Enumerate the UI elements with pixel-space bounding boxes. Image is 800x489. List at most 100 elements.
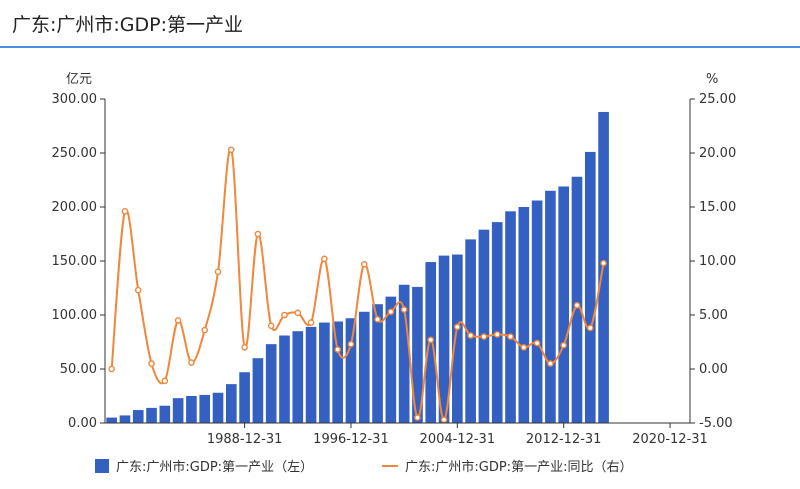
line-point (228, 146, 235, 154)
bar (452, 254, 463, 423)
bar (505, 211, 516, 423)
bar (172, 398, 184, 423)
line-point (134, 286, 142, 294)
bar (372, 304, 383, 423)
bar (265, 344, 277, 423)
right-tick-label: -5.00 (699, 416, 733, 431)
bar (292, 331, 304, 423)
line-point (148, 360, 155, 367)
title-divider (0, 46, 800, 48)
bar (225, 384, 237, 423)
bar (478, 229, 490, 423)
left-tick-label: 100.00 (52, 308, 98, 323)
bar (146, 407, 157, 423)
line-point (520, 344, 528, 351)
line-layer (108, 146, 607, 424)
line-point (427, 336, 435, 344)
bar (252, 358, 264, 423)
line-point (334, 346, 341, 353)
bar (385, 296, 397, 423)
right-tick-label: 20.00 (699, 146, 736, 161)
chart-title: 广东:广州市:GDP:第一产业 (12, 14, 244, 36)
legend-bar-swatch (95, 459, 109, 473)
bar (319, 322, 330, 423)
bar (332, 321, 343, 423)
line-point (400, 306, 408, 313)
bar (212, 392, 224, 423)
line-point (267, 322, 275, 330)
bar (358, 311, 370, 423)
line-point (347, 340, 355, 348)
left-tick-label: 200.00 (52, 200, 98, 215)
bar (119, 415, 131, 423)
bar (531, 200, 543, 423)
left-axis-unit: 亿元 (66, 72, 92, 87)
line-point (294, 309, 302, 317)
line-point (188, 359, 195, 366)
line-point (281, 311, 288, 319)
bar (159, 405, 171, 423)
line-point (108, 365, 115, 373)
bar (558, 186, 570, 423)
bar (438, 255, 450, 423)
bar (491, 222, 503, 423)
legend-bar-label: 广东:广州市:GDP:第一产业（左） (116, 459, 313, 475)
legend-line-label: 广东:广州市:GDP:第一产业:同比（右） (405, 459, 632, 475)
line-point (533, 339, 541, 347)
right-tick-label: 10.00 (699, 254, 736, 269)
line-point (374, 316, 381, 323)
bar (279, 335, 290, 423)
left-tick-label: 300.00 (52, 92, 98, 107)
bar (584, 151, 596, 424)
growth-line (110, 147, 605, 421)
line-point (121, 208, 129, 215)
line-point (161, 377, 169, 385)
x-tick-label: 2020-12-31 (632, 432, 708, 447)
left-tick-label: 50.00 (60, 362, 97, 377)
right-tick-label: 15.00 (699, 200, 736, 215)
line-point (241, 344, 248, 351)
bar (412, 286, 423, 423)
x-tick-label: 1988-12-31 (207, 432, 283, 447)
line-point (254, 230, 262, 238)
bar (305, 326, 317, 423)
bar (106, 417, 117, 423)
right-axis-unit: % (706, 72, 718, 87)
line-point (480, 333, 488, 340)
right-tick-label: 0.00 (699, 362, 728, 377)
line-point (493, 331, 501, 338)
bar (518, 207, 530, 423)
line-point (454, 323, 461, 331)
right-tick-label: 25.00 (699, 92, 736, 107)
line-point (201, 326, 209, 334)
line-point (387, 308, 395, 316)
bar (199, 394, 211, 423)
line-point (560, 341, 567, 349)
x-tick-label: 2012-12-31 (526, 432, 602, 447)
line-point (547, 360, 554, 367)
line-point (174, 317, 182, 324)
bars-layer (106, 111, 609, 424)
line-point (573, 301, 581, 309)
bar (239, 372, 250, 423)
bar (398, 284, 410, 423)
bar (571, 176, 583, 423)
bar (132, 410, 144, 423)
left-tick-label: 150.00 (52, 254, 98, 269)
line-point (467, 332, 474, 339)
bar (345, 318, 357, 423)
line-point (321, 255, 328, 263)
right-tick-label: 5.00 (699, 308, 728, 323)
line-point (600, 259, 607, 267)
x-tick-label: 1996-12-31 (313, 432, 389, 447)
line-point (507, 333, 514, 340)
line-point (214, 268, 222, 276)
bar (545, 190, 556, 423)
left-tick-label: 250.00 (52, 146, 98, 161)
bar (465, 239, 476, 423)
line-point (586, 324, 594, 332)
bar (186, 396, 197, 423)
x-tick-label: 2004-12-31 (420, 432, 496, 447)
line-point (440, 416, 448, 424)
